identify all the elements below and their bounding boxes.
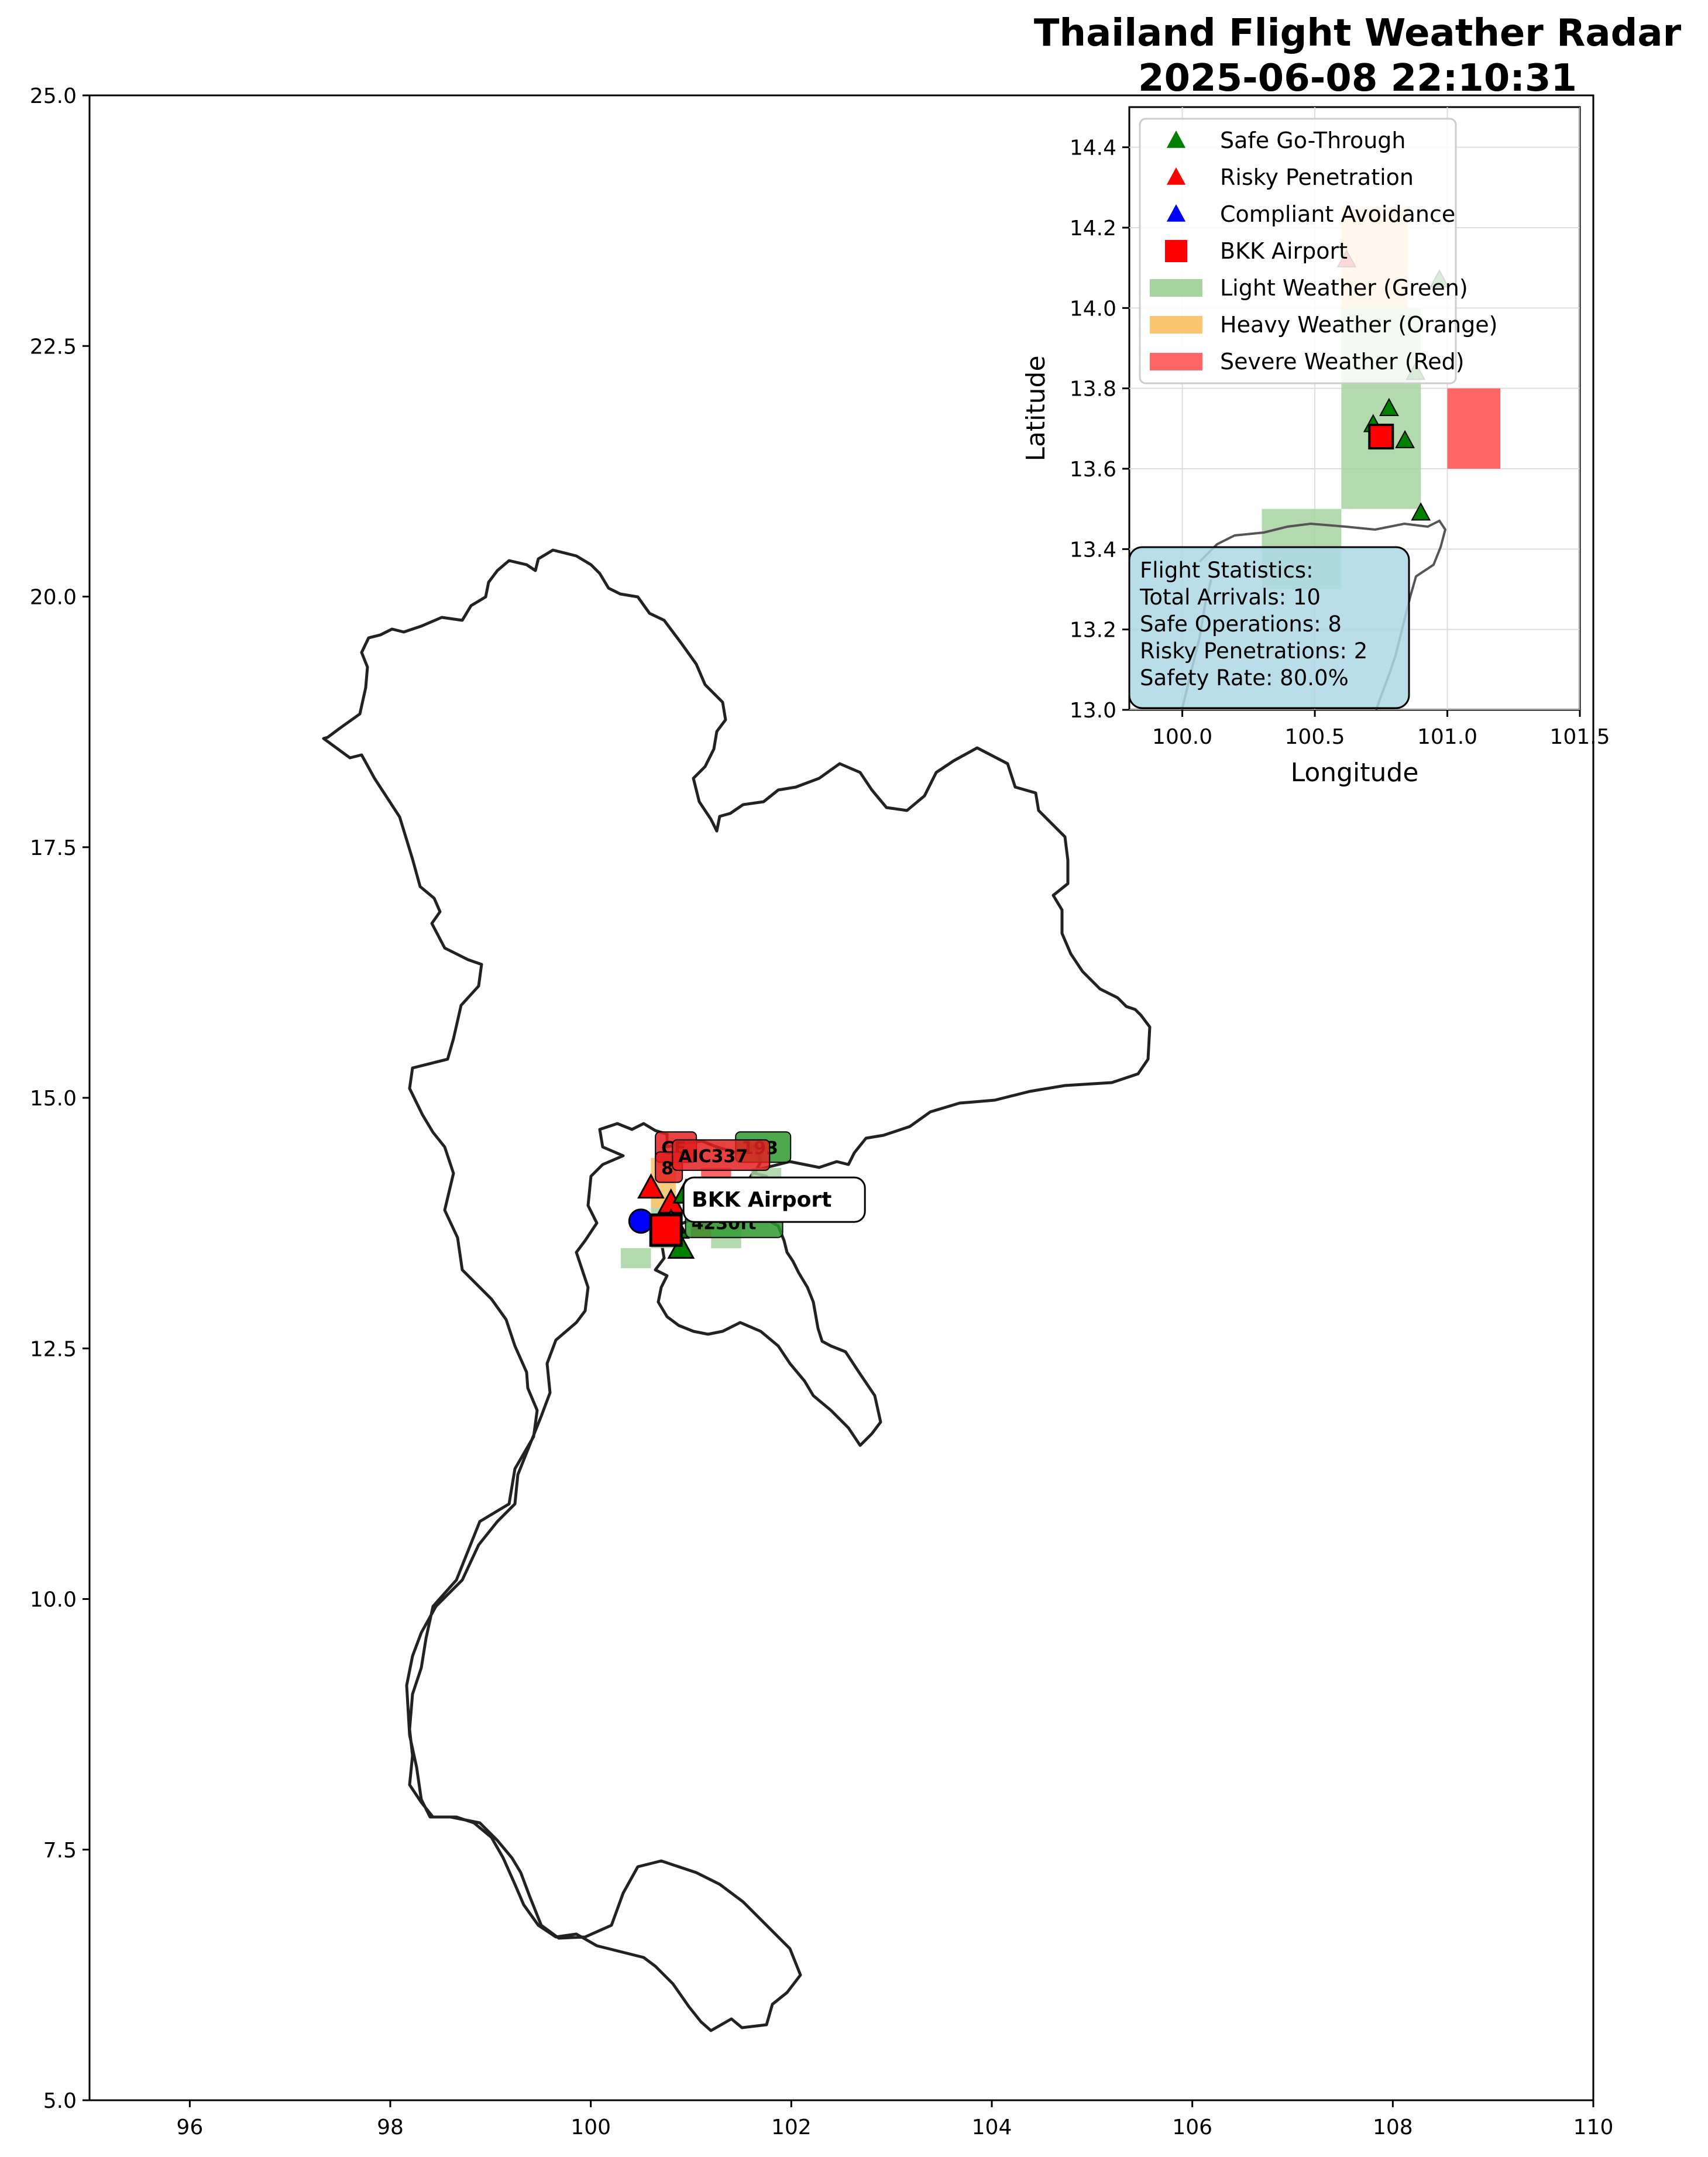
inset-bkk-airport-marker xyxy=(1368,424,1394,450)
inset-legend: Safe Go-Through Risky Penetration Complian… xyxy=(1139,118,1497,384)
legend-label: Compliant Avoidance xyxy=(1220,201,1455,227)
inset-y-tick-label: 14.4 xyxy=(1070,136,1116,160)
stats-line-risky-penetrations: Risky Penetrations: 2 xyxy=(1140,638,1367,664)
inset-y-tick-label: 13.8 xyxy=(1070,377,1116,401)
flight-statistics-box: Flight Statistics: Total Arrivals: 10 Sa… xyxy=(1128,546,1410,709)
inset-y-tick-label: 14.2 xyxy=(1070,217,1116,241)
inset-x-tick-label: 101.0 xyxy=(1417,725,1477,749)
stats-line-safety-rate: Safety Rate: 80.0% xyxy=(1140,665,1349,691)
legend-label: Heavy Weather (Orange) xyxy=(1220,312,1497,338)
inset-x-tick-label: 100.5 xyxy=(1285,725,1345,749)
bkk-airport-label-box xyxy=(682,1176,866,1223)
chart-title-line-1: Thailand Flight Weather Radar xyxy=(1034,12,1682,55)
inset-zoom-plot: 100.0 100.5 101.0 101.5 13.0 13.2 13.4 13.6 13.8… xyxy=(1021,106,1610,788)
x-tick-label: 98 xyxy=(377,2115,404,2139)
stats-box-frame xyxy=(1128,546,1410,709)
main-axis-ticks: 96 98 100 102 104 106 108 110 5.0 7.5 10.0 12.5 15.0… xyxy=(30,84,1614,2139)
main-plot-content: CE8193AIC3374230ft BKK Airport xyxy=(322,548,1152,2032)
legend-label: Risky Penetration xyxy=(1220,164,1414,190)
x-tick-label: 100 xyxy=(571,2115,611,2139)
inset-x-axis-label: Longitude xyxy=(1291,758,1419,788)
inset-x-tick-label: 101.5 xyxy=(1549,725,1610,749)
y-tick-label: 22.5 xyxy=(30,335,77,359)
inset-y-tick-label: 13.0 xyxy=(1070,699,1116,723)
legend-marker-patch xyxy=(1150,353,1202,370)
inset-y-tick-label: 13.4 xyxy=(1070,538,1116,562)
y-tick-label: 15.0 xyxy=(30,1087,77,1111)
inset-flight-marker-safe xyxy=(1395,430,1415,448)
inset-y-tick-label: 14.0 xyxy=(1070,297,1116,321)
stats-line-safe-operations: Safe Operations: 8 xyxy=(1140,612,1342,637)
legend-marker-patch xyxy=(1150,316,1202,334)
legend-marker-triangle xyxy=(1166,167,1186,185)
flight-label-text: 8 xyxy=(661,1158,673,1179)
x-tick-label: 102 xyxy=(771,2115,812,2139)
y-tick-label: 25.0 xyxy=(30,84,77,108)
x-tick-label: 110 xyxy=(1573,2115,1614,2139)
stats-line-title: Flight Statistics: xyxy=(1140,558,1314,583)
main-airport-group: BKK Airport xyxy=(649,1176,866,1247)
bkk-airport-label: BKK Airport xyxy=(692,1188,831,1212)
inset-flight-marker-safe xyxy=(1379,397,1399,416)
y-tick-label: 10.0 xyxy=(30,1588,77,1612)
inset-y-axis-label: Latitude xyxy=(1021,355,1051,461)
flight-label-text: AIC337 xyxy=(678,1146,748,1167)
legend-marker-triangle xyxy=(1166,130,1186,148)
y-tick-label: 17.5 xyxy=(30,836,77,860)
inset-weather-cell-severe xyxy=(1447,388,1501,469)
chart-title-line-2: 2025-06-08 22:10:31 xyxy=(1138,57,1577,100)
legend-marker-patch xyxy=(1150,279,1202,297)
x-tick-label: 96 xyxy=(176,2115,203,2139)
inset-x-tick-label: 100.0 xyxy=(1152,725,1212,749)
legend-label: Light Weather (Green) xyxy=(1220,275,1468,301)
y-tick-label: 12.5 xyxy=(30,1337,77,1361)
x-tick-label: 104 xyxy=(972,2115,1012,2139)
legend-label: Severe Weather (Red) xyxy=(1220,349,1465,375)
flight-marker-avoid xyxy=(628,1208,654,1234)
y-tick-label: 20.0 xyxy=(30,586,77,610)
stats-line-total-arrivals: Total Arrivals: 10 xyxy=(1139,585,1321,610)
inset-flight-marker-safe xyxy=(1411,502,1431,521)
legend-marker-triangle xyxy=(1166,204,1186,222)
weather-cell-light xyxy=(621,1248,651,1269)
legend-frame xyxy=(1139,118,1457,384)
bkk-airport-marker xyxy=(649,1213,683,1247)
flight-marker-risky xyxy=(637,1173,665,1199)
legend-label: Safe Go-Through xyxy=(1220,128,1406,153)
y-tick-label: 5.0 xyxy=(43,2089,77,2113)
inset-y-tick-label: 13.6 xyxy=(1070,458,1116,482)
inset-y-tick-label: 13.2 xyxy=(1070,619,1116,643)
flight-label-box xyxy=(672,1139,771,1171)
legend-label: BKK Airport xyxy=(1220,238,1348,264)
inset-axis-ticks: 100.0 100.5 101.0 101.5 13.0 13.2 13.4 13.6 13.8… xyxy=(1070,136,1610,749)
x-tick-label: 108 xyxy=(1373,2115,1413,2139)
x-tick-label: 106 xyxy=(1172,2115,1212,2139)
y-tick-label: 7.5 xyxy=(43,1839,77,1863)
legend-marker-square xyxy=(1165,240,1187,262)
